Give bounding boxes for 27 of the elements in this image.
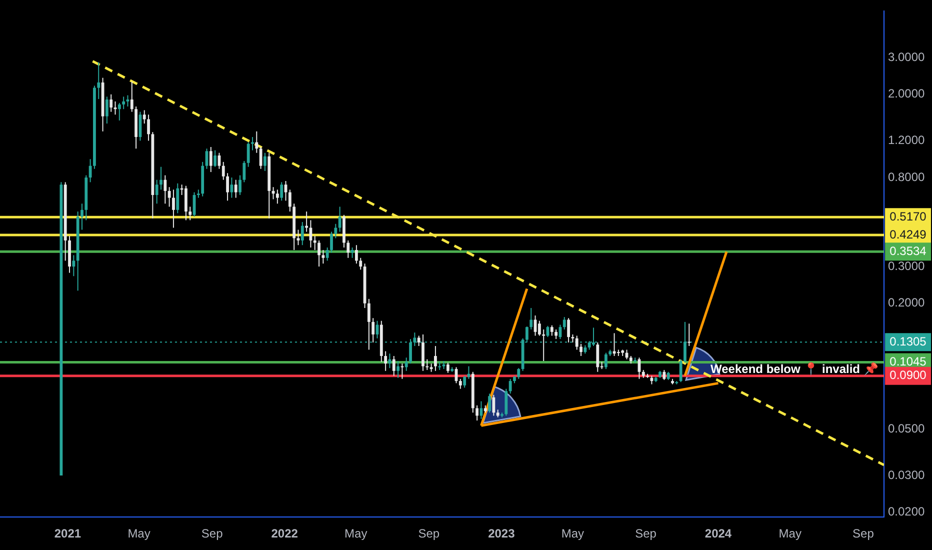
ref-line-label: 0.3534 <box>890 244 927 258</box>
ref-line-label: 0.1045 <box>890 354 927 369</box>
y-tick-label: 0.0200 <box>888 504 926 519</box>
y-tick-label: 2.0000 <box>888 86 926 101</box>
ref-line-label: 0.5170 <box>890 209 927 224</box>
y-tick-label: 0.3000 <box>888 258 926 273</box>
y-tick-label: 3.0000 <box>888 50 926 64</box>
x-tick-label: Sep <box>852 526 874 541</box>
x-tick-label: Sep <box>635 526 657 541</box>
x-tick-label: 2021 <box>54 526 82 541</box>
x-tick-label: May <box>561 526 584 541</box>
x-tick-label: May <box>128 526 150 541</box>
y-tick-label: 0.0500 <box>888 421 926 436</box>
x-tick-label: Sep <box>201 526 224 541</box>
x-tick-label: 2024 <box>704 526 732 541</box>
x-tick-label: May <box>778 526 802 541</box>
y-tick-label: 0.0300 <box>888 468 926 482</box>
y-tick-label: 1.2000 <box>888 133 926 148</box>
x-tick-label: 2023 <box>488 526 516 541</box>
x-tick-label: 2022 <box>271 526 298 541</box>
y-tick-label: 0.8000 <box>888 170 926 184</box>
ref-line-label: 0.0900 <box>890 368 927 382</box>
x-tick-label: May <box>344 526 368 541</box>
ref-line-label: 0.1305 <box>890 334 927 348</box>
x-tick-label: Sep <box>418 526 440 541</box>
y-tick-label: 0.2000 <box>888 296 926 310</box>
ref-line-label: 0.4249 <box>890 227 927 242</box>
